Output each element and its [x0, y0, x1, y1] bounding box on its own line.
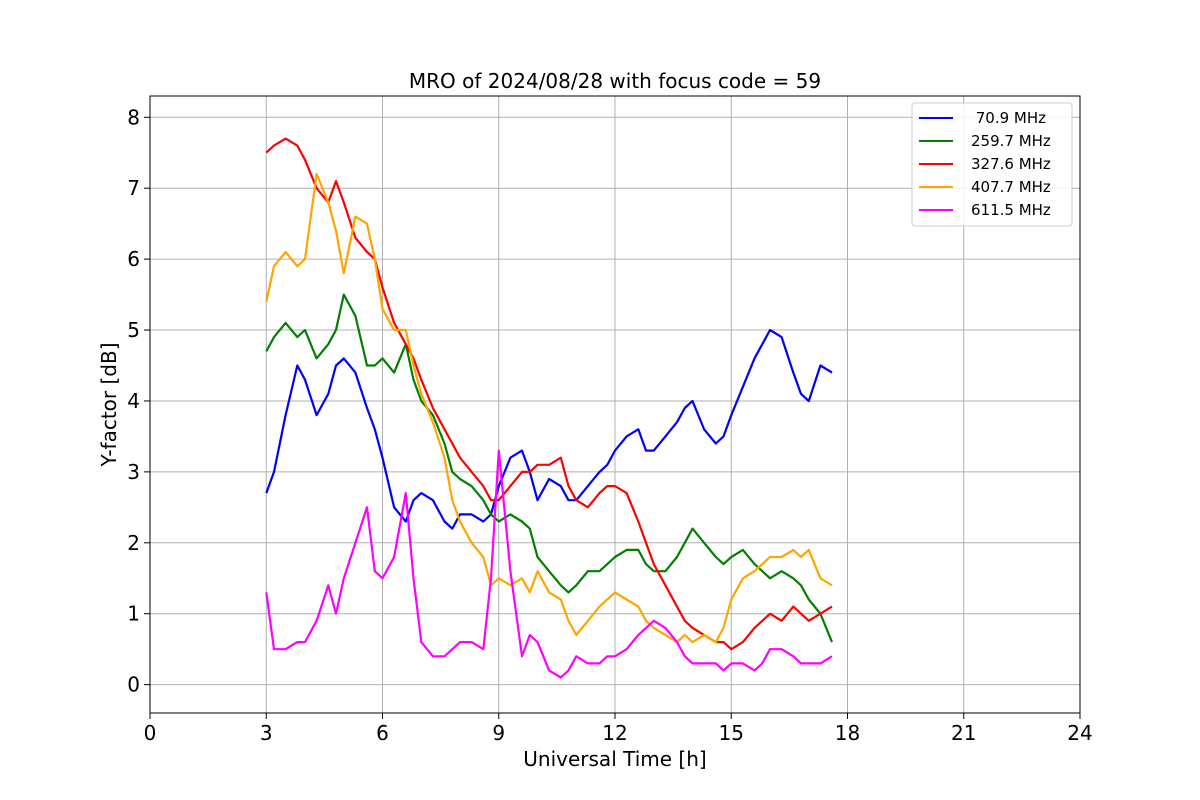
series-line-3	[265, 172, 833, 644]
x-tick-label: 6	[376, 721, 389, 745]
y-tick-label: 6	[127, 247, 140, 271]
legend: 70.9 MHz 259.7 MHz 327.6 MHz 407.7 MHz 611.5…	[911, 102, 1073, 227]
series-line-4	[265, 449, 833, 679]
legend-label: 611.5 MHz	[971, 201, 1051, 219]
legend-label: 70.9 MHz	[971, 109, 1046, 127]
chart-title: MRO of 2024/08/28 with focus code = 59	[409, 69, 821, 93]
x-tick-label: 3	[260, 721, 273, 745]
y-tick-label: 4	[127, 389, 140, 413]
x-tick-label: 0	[144, 721, 157, 745]
legend-label: 407.7 MHz	[971, 178, 1051, 196]
y-tick-label: 2	[127, 531, 140, 555]
y-axis-ticks: 0 1 2 3 4 5 6 7 8	[127, 105, 150, 697]
y-axis-label: Y-factor [dB]	[97, 342, 121, 467]
x-tick-label: 12	[602, 721, 627, 745]
x-axis-label: Universal Time [h]	[523, 747, 706, 771]
y-tick-label: 5	[127, 318, 140, 342]
y-tick-label: 1	[127, 602, 140, 626]
legend-label: 259.7 MHz	[971, 132, 1051, 150]
series-group	[265, 137, 834, 679]
x-tick-label: 24	[1067, 721, 1092, 745]
y-tick-label: 7	[127, 176, 140, 200]
x-tick-label: 9	[492, 721, 505, 745]
y-tick-label: 8	[127, 105, 140, 129]
legend-box	[911, 102, 1073, 227]
series-line-2	[265, 137, 833, 651]
series-line-1	[265, 293, 834, 643]
legend-label: 327.6 MHz	[971, 155, 1051, 173]
x-axis-ticks: 0 3 6 9 12 15 18 21 24	[144, 713, 1093, 745]
x-tick-label: 15	[719, 721, 744, 745]
series-line-0	[265, 328, 833, 530]
x-tick-label: 21	[951, 721, 976, 745]
y-tick-label: 3	[127, 460, 140, 484]
x-tick-label: 18	[835, 721, 860, 745]
y-tick-label: 0	[127, 673, 140, 697]
